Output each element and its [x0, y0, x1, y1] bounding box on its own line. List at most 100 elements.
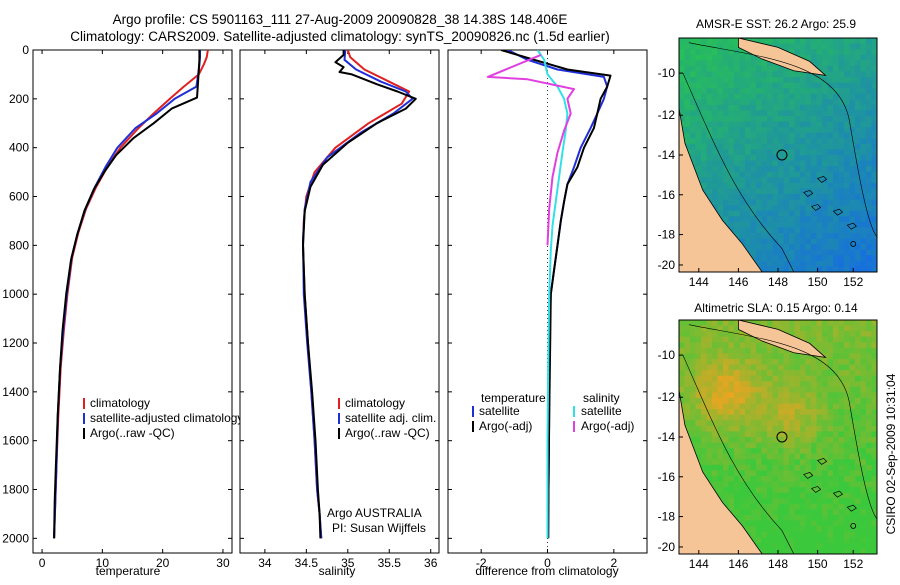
map-cell — [827, 520, 834, 527]
map-cell — [838, 49, 845, 56]
map-cell — [684, 49, 691, 56]
map-cell — [827, 171, 834, 178]
map-cell — [871, 542, 877, 549]
map-cell — [783, 43, 790, 50]
map-cell — [745, 171, 751, 178]
map-cell — [772, 481, 779, 488]
map-cell — [871, 171, 877, 178]
map-cell — [844, 88, 850, 95]
map-cell — [871, 71, 877, 78]
map-cell — [838, 342, 845, 349]
map-cell — [756, 116, 762, 123]
map-cell — [717, 431, 724, 438]
map-cell — [871, 331, 877, 338]
map-cell — [789, 325, 795, 332]
map-cell — [827, 238, 834, 245]
map-cell — [712, 364, 718, 371]
map-cell — [811, 171, 817, 178]
map-cell — [778, 132, 784, 139]
map-cell — [739, 166, 746, 173]
map-cell — [706, 425, 713, 432]
map-cell — [849, 260, 856, 267]
map-cell — [789, 82, 795, 89]
map-cell — [827, 38, 834, 45]
map-cell — [844, 414, 850, 421]
map-cell — [783, 420, 790, 427]
map-cell — [849, 325, 856, 332]
map-cell — [750, 336, 757, 343]
map-cell — [761, 542, 768, 549]
map-cell — [756, 542, 762, 549]
map-cell — [849, 409, 856, 416]
map-cell — [833, 520, 839, 527]
map-cell — [767, 260, 773, 267]
map-cell — [706, 104, 713, 111]
map-cell — [728, 60, 735, 67]
difference-xlabel: difference from climatology — [475, 564, 618, 578]
map-cell — [844, 548, 850, 554]
map-cell — [816, 503, 823, 510]
map-cell — [745, 182, 751, 189]
map-cell — [723, 359, 729, 366]
map-cell — [772, 498, 779, 505]
map-cell — [794, 409, 801, 416]
map-cell — [789, 359, 795, 366]
map-cell — [816, 537, 823, 544]
map-cell — [778, 205, 784, 212]
map-cell — [706, 320, 713, 327]
map-cell — [822, 420, 828, 427]
map-cell — [706, 121, 713, 128]
map-cell — [838, 132, 845, 139]
map-cell — [811, 392, 817, 399]
map-cell — [827, 331, 834, 338]
map-cell — [800, 420, 806, 427]
map-cell — [772, 526, 779, 533]
map-cell — [761, 370, 768, 377]
map-cell — [844, 116, 850, 123]
map-cell — [822, 548, 828, 554]
map-cell — [800, 381, 806, 388]
map-cell — [745, 194, 751, 201]
map-cell — [827, 476, 834, 483]
map-cell — [723, 54, 729, 61]
map-cell — [739, 221, 746, 228]
map-cell — [767, 364, 773, 371]
map-cell — [767, 414, 773, 421]
map-cell — [789, 453, 795, 460]
map-cell — [695, 325, 702, 332]
map-cell — [822, 116, 828, 123]
map-cell — [772, 77, 779, 84]
map-cell — [844, 459, 850, 466]
map-cell — [767, 188, 773, 195]
salinity-legend: climatology satellite adj. clim. Argo(..… — [338, 396, 436, 440]
map-cell — [734, 398, 740, 405]
map-cell — [734, 54, 740, 61]
map-cell — [822, 38, 828, 45]
map-cell — [860, 182, 867, 189]
map-cell — [767, 221, 773, 228]
map-cell — [756, 260, 762, 267]
map-cell — [695, 347, 702, 354]
map-cell — [783, 381, 790, 388]
map-cell — [794, 425, 801, 432]
map-cell — [690, 88, 696, 95]
map-cell — [728, 442, 735, 449]
map-cell — [811, 227, 817, 234]
map-cell — [723, 49, 729, 56]
map-cell — [800, 448, 806, 455]
map-cell — [805, 93, 812, 100]
map-cell — [827, 409, 834, 416]
map-cell — [728, 409, 735, 416]
map-cell — [783, 138, 790, 145]
map-cell — [860, 526, 867, 533]
map-cell — [783, 325, 790, 332]
map-cell — [871, 470, 877, 477]
map-cell — [805, 149, 812, 156]
map-cell — [712, 160, 718, 167]
map-cell — [756, 370, 762, 377]
map-cell — [772, 216, 779, 223]
map-cell — [822, 414, 828, 421]
map-cell — [838, 336, 845, 343]
map-cell — [772, 448, 779, 455]
